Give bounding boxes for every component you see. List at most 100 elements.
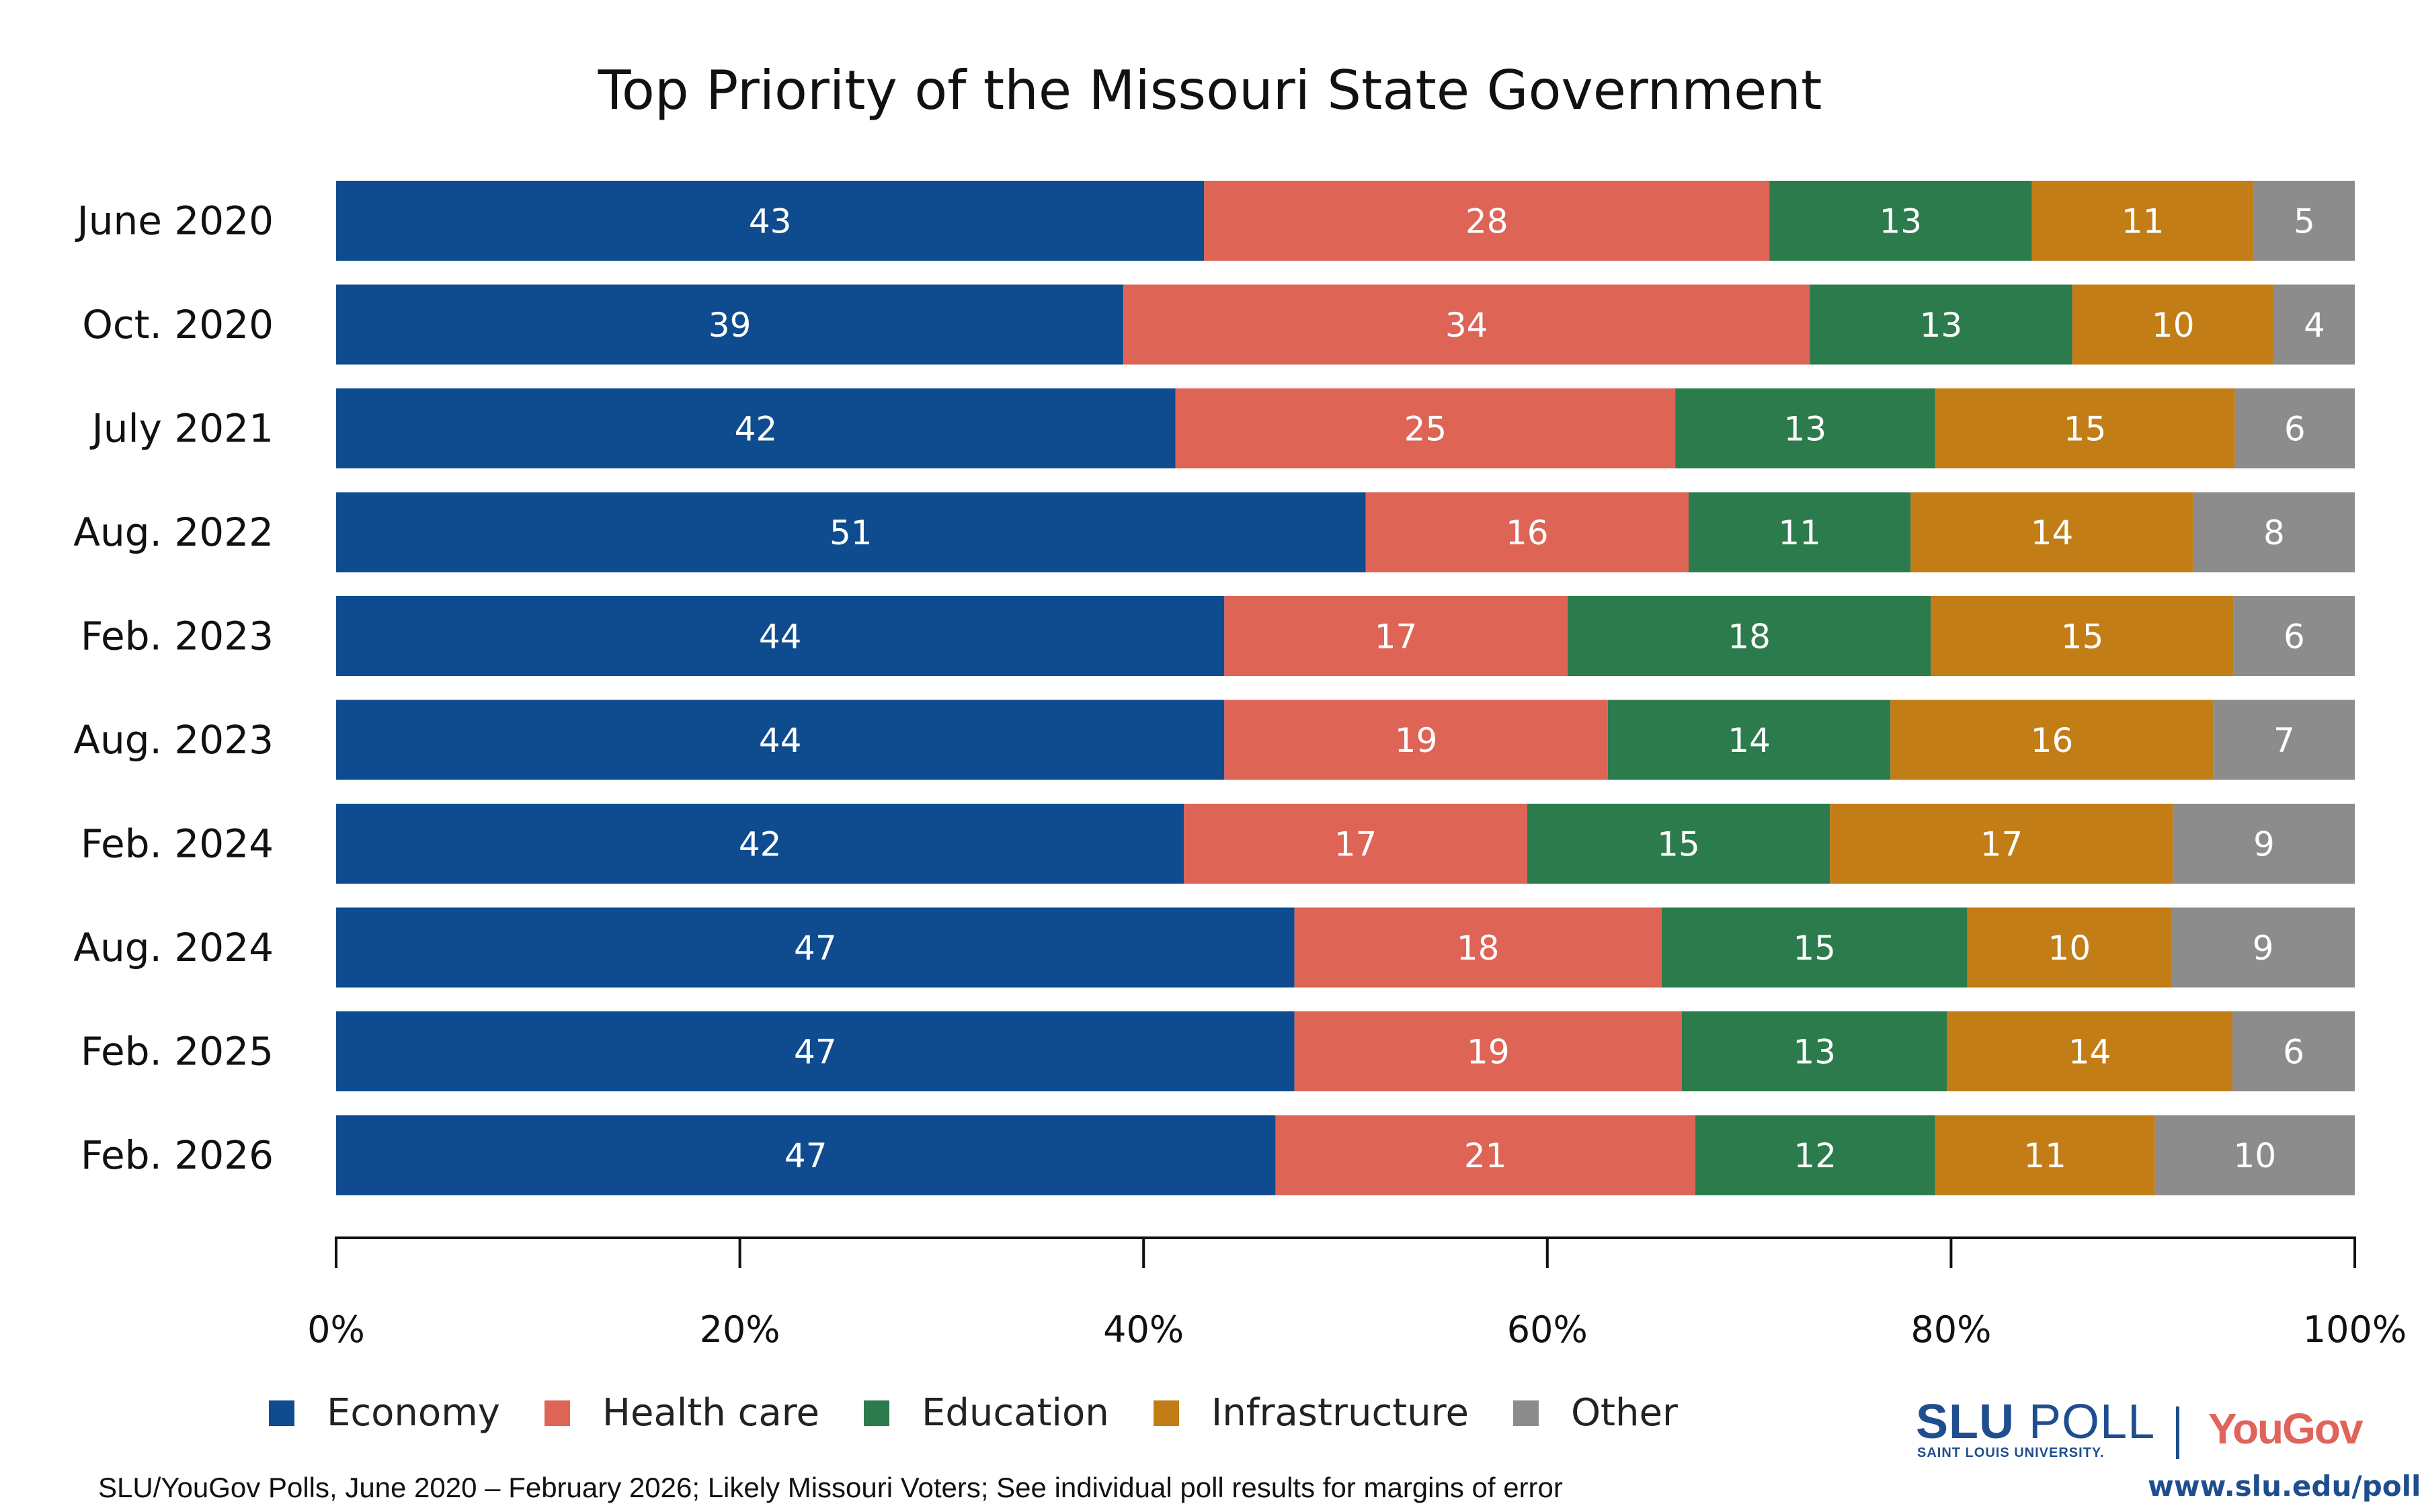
data-label: 18 [1457, 929, 1500, 968]
bar-education [1769, 181, 2032, 261]
bar-economy [336, 181, 1205, 261]
bar-education [1527, 804, 1830, 884]
legend-swatch [544, 1400, 570, 1426]
bar-education [1810, 284, 2072, 365]
legend-item-economy: Economy [269, 1391, 500, 1435]
data-label: 34 [1445, 306, 1488, 345]
chart-title: Top Priority of the Missouri State Gover… [598, 59, 1822, 122]
x-tick-label: 20% [700, 1308, 780, 1351]
bar-health-care [1294, 1011, 1682, 1091]
data-label: 9 [2253, 929, 2274, 968]
legend-label: Economy [327, 1391, 500, 1435]
bar-health-care [1204, 181, 1770, 261]
legend-label: Health care [602, 1391, 819, 1435]
slu-poll-logo: SLU POLL [1916, 1395, 2156, 1449]
data-label: 15 [1657, 825, 1700, 864]
footnote: SLU/YouGov Polls, June 2020 – February 2… [98, 1472, 1563, 1503]
data-label: 18 [1728, 618, 1771, 657]
data-label: 47 [784, 1136, 828, 1175]
bar-infrastructure [1935, 1115, 2155, 1195]
x-tick-label: 100% [2303, 1308, 2407, 1351]
bar-infrastructure [1935, 388, 2235, 468]
data-label: 47 [794, 1033, 837, 1072]
data-label: 7 [2273, 721, 2295, 760]
bar-other [2253, 181, 2355, 261]
bar-other [2273, 284, 2355, 365]
yougov-logo: YouGov [2208, 1404, 2364, 1453]
bar-education [1567, 596, 1931, 676]
bar-economy [336, 596, 1225, 676]
data-label: 16 [2031, 721, 2074, 760]
data-label: 17 [1980, 825, 2023, 864]
data-label: 11 [2122, 202, 2165, 241]
bar-infrastructure [2031, 181, 2254, 261]
data-label: 5 [2294, 202, 2315, 241]
bar-infrastructure [1967, 907, 2171, 988]
slu-subtitle: SAINT LOUIS UNIVERSITY. [1917, 1445, 2105, 1460]
data-label: 19 [1395, 721, 1438, 760]
bar-economy [336, 700, 1225, 780]
data-label: 9 [2253, 825, 2275, 864]
bar-other [2232, 1011, 2355, 1091]
legend-item-other: Other [1513, 1391, 1678, 1435]
bar-education [1682, 1011, 1947, 1091]
logo-divider [2176, 1406, 2179, 1459]
data-label: 17 [1334, 825, 1377, 864]
category-label: Feb. 2026 [81, 1132, 274, 1178]
legend-item-education: Education [863, 1391, 1109, 1435]
data-label: 10 [2234, 1136, 2277, 1175]
data-label: 39 [709, 306, 752, 345]
bar-economy [336, 284, 1124, 365]
bar-health-care [1224, 596, 1568, 676]
category-label: Oct. 2020 [82, 302, 274, 347]
bar-other [2193, 492, 2355, 573]
bar-economy [336, 907, 1295, 988]
poll-url[interactable]: www.slu.edu/poll [2148, 1470, 2420, 1503]
data-label: 44 [759, 721, 802, 760]
x-tick-label: 40% [1103, 1308, 1184, 1351]
bar-infrastructure [1890, 700, 2214, 780]
category-label: July 2021 [90, 406, 274, 452]
bar-health-care [1275, 1115, 1695, 1195]
bar-infrastructure [2072, 284, 2274, 365]
bar-other [2213, 700, 2355, 780]
x-tick-label: 80% [1910, 1308, 1991, 1351]
category-label: June 2020 [75, 198, 274, 244]
legend-label: Education [921, 1391, 1109, 1435]
data-label: 42 [739, 825, 782, 864]
category-label: Aug. 2022 [73, 509, 274, 555]
bar-economy [336, 388, 1176, 468]
category-label: Feb. 2023 [81, 614, 274, 659]
bar-health-care [1224, 700, 1608, 780]
data-label: 13 [1880, 202, 1923, 241]
data-label: 43 [749, 202, 792, 241]
data-label: 17 [1375, 618, 1418, 657]
bar-education [1695, 1115, 1935, 1195]
data-label: 14 [2031, 513, 2074, 552]
bar-health-care [1175, 388, 1676, 468]
x-tick-label: 0% [307, 1308, 365, 1351]
data-label: 51 [830, 513, 873, 552]
data-label: 42 [735, 410, 778, 449]
data-label: 13 [1793, 1033, 1836, 1072]
bar-education [1661, 907, 1968, 988]
data-label: 16 [1506, 513, 1549, 552]
bar-economy [336, 1011, 1295, 1091]
legend-item-health-care: Health care [544, 1391, 819, 1435]
data-label: 4 [2304, 306, 2325, 345]
legend-label: Infrastructure [1211, 1391, 1469, 1435]
bar-infrastructure [1910, 492, 2193, 573]
bar-economy [336, 1115, 1276, 1195]
data-label: 13 [1920, 306, 1963, 345]
data-label: 11 [2023, 1136, 2066, 1175]
data-label: 14 [1728, 721, 1771, 760]
bar-health-care [1365, 492, 1689, 573]
bar-infrastructure [1830, 804, 2173, 884]
bar-other [2233, 596, 2355, 676]
data-label: 10 [2152, 306, 2195, 345]
bar-other [2173, 804, 2355, 884]
legend-swatch [269, 1400, 294, 1426]
bar-health-care [1123, 284, 1810, 365]
legend-swatch [863, 1400, 889, 1426]
data-label: 6 [2284, 410, 2306, 449]
